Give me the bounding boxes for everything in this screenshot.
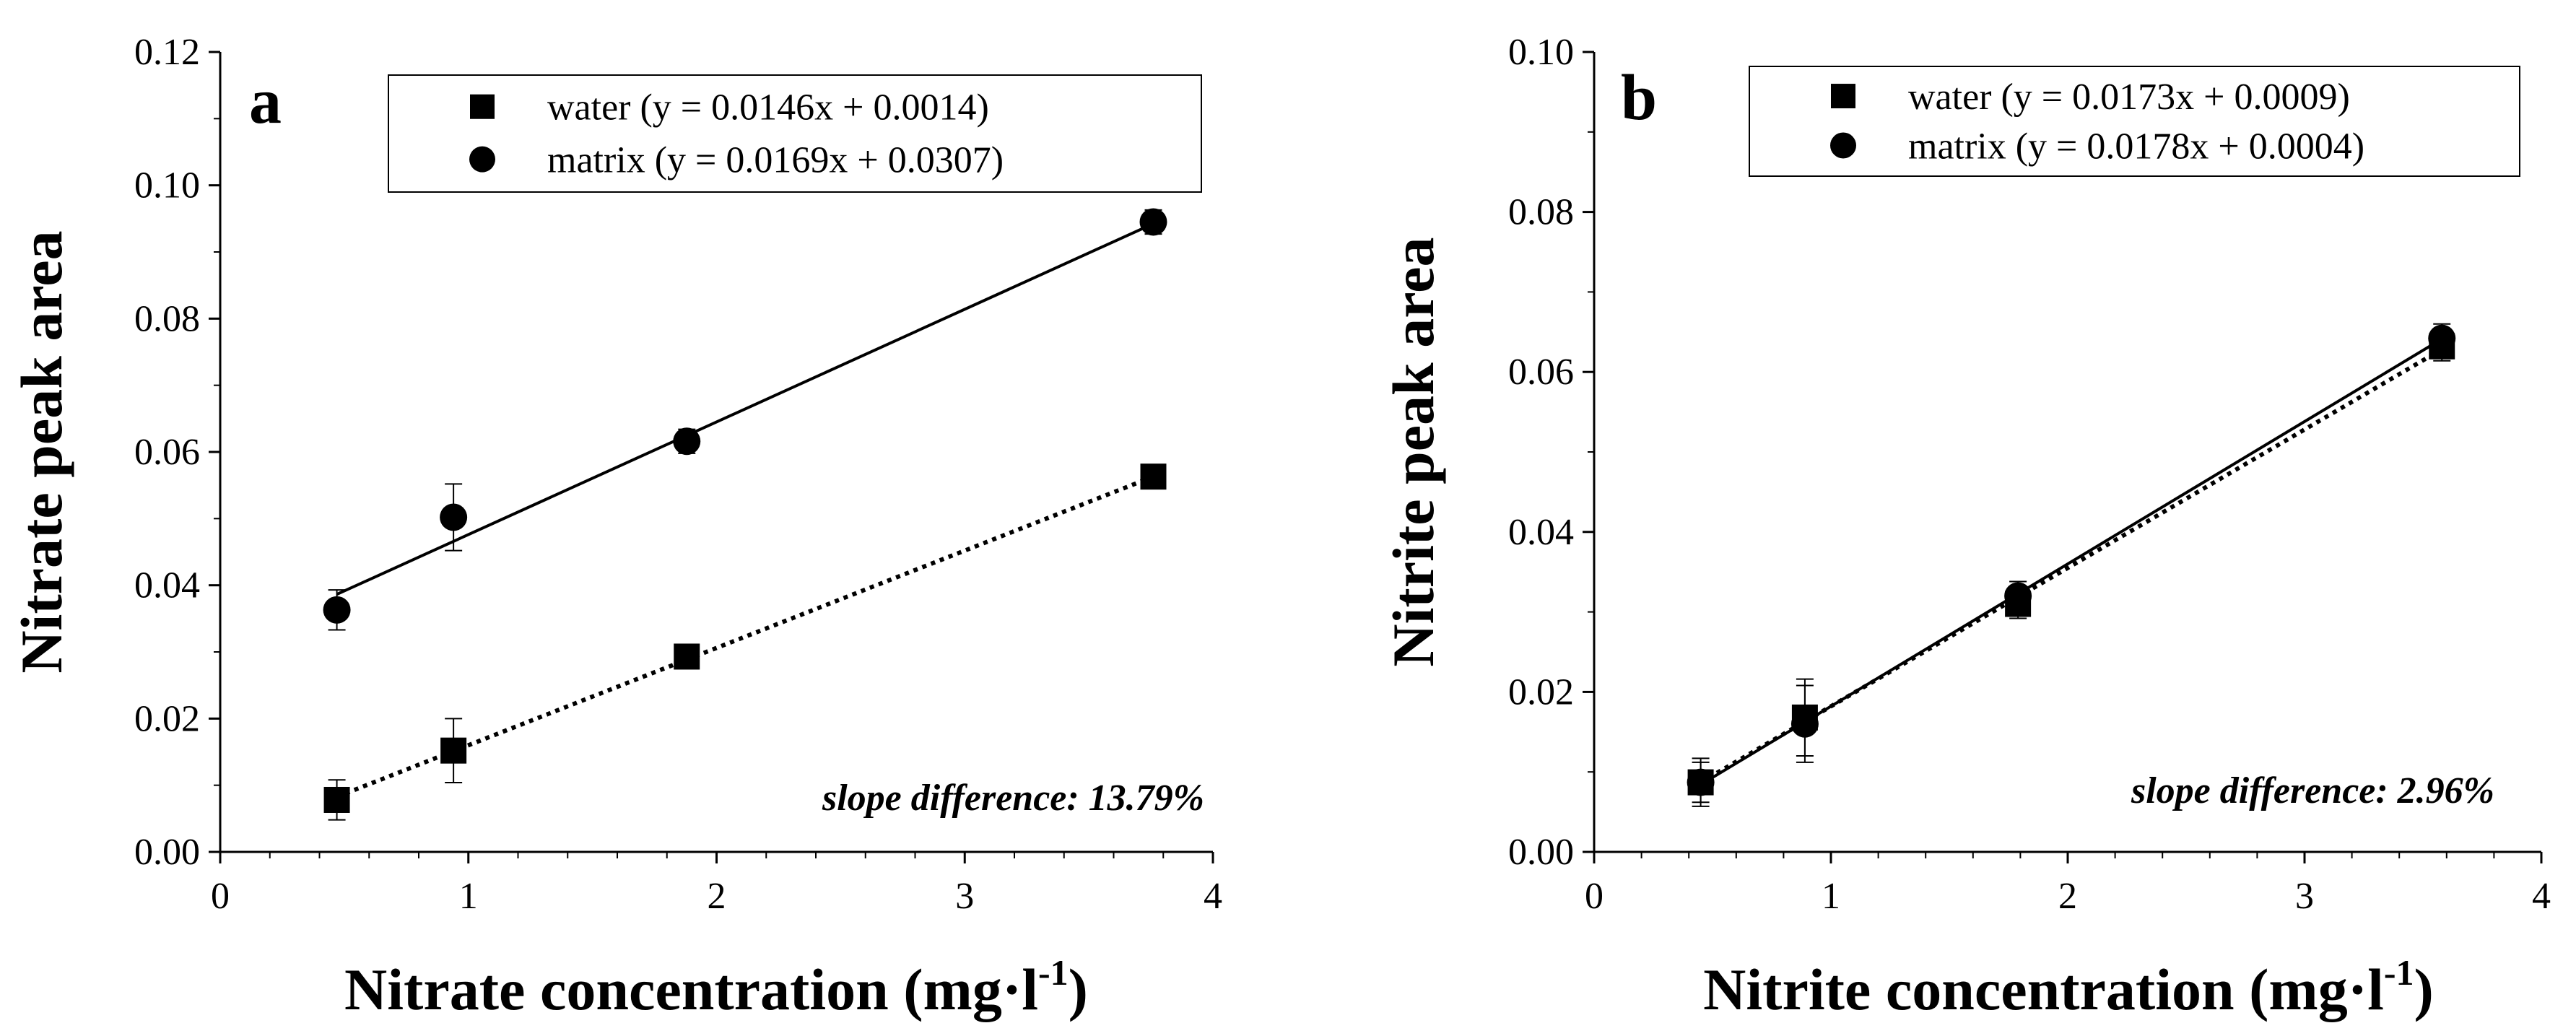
y-tick-label: 0.04: [1508, 512, 1574, 553]
x-axis-title: Nitrate concentration (mg·l-1): [344, 952, 1088, 1022]
x-tick-label: 4: [1204, 876, 1222, 917]
legend-marker-square: [470, 94, 495, 119]
x-axis-title-close: ): [1069, 957, 1088, 1022]
legend-box: [1749, 66, 2520, 177]
legend-marker-circle: [469, 146, 495, 173]
x-tick-label: 2: [708, 876, 726, 917]
y-tick-label: 0.04: [134, 565, 200, 606]
x-axis-title-main: Nitrite concentration (mg·l: [1703, 957, 2384, 1022]
x-tick-label: 4: [2532, 876, 2551, 917]
data-point-circle: [673, 427, 701, 456]
data-point-square: [674, 643, 700, 670]
legend-entry-label: matrix (y = 0.0178x + 0.0004): [1908, 126, 2364, 167]
data-point-circle: [1790, 710, 1819, 738]
y-tick-label: 0.08: [1508, 192, 1574, 233]
y-tick-label: 0.00: [134, 832, 200, 873]
fit-line-circle: [1700, 337, 2443, 786]
legend-marker-square: [1831, 84, 1855, 109]
y-tick-label: 0.10: [1508, 32, 1574, 73]
x-tick-label: 2: [2058, 876, 2077, 917]
y-tick-label: 0.00: [1508, 832, 1574, 873]
y-tick-label: 0.12: [134, 32, 200, 73]
data-point-circle: [2004, 582, 2032, 610]
y-axis-title: Nitrate peak area: [9, 230, 74, 673]
data-point-circle: [2428, 324, 2456, 352]
x-tick-label: 1: [1822, 876, 1840, 917]
x-axis-title-superscript: -1: [2384, 952, 2414, 993]
legend-marker-circle: [1830, 132, 1856, 159]
x-tick-label: 3: [955, 876, 974, 917]
x-tick-label: 0: [211, 876, 230, 917]
legend-box: [388, 74, 1202, 193]
x-tick-label: 1: [459, 876, 478, 917]
panel-letter: b: [1621, 62, 1657, 134]
legend-entry-label: water (y = 0.0146x + 0.0014): [547, 87, 989, 129]
chart-panel-b: 0.00 0.02 0.04 0.06 0.08 0.10 0 1 2 3 4 Nitrite pea…: [1380, 32, 2551, 1022]
y-tick-label: 0.02: [134, 698, 200, 739]
data-point-square: [440, 737, 467, 764]
x-tick-label: 3: [2295, 876, 2314, 917]
y-tick-label: 0.06: [1508, 352, 1574, 393]
data-point-square: [1140, 463, 1167, 490]
x-axis-title: Nitrite concentration (mg·l-1): [1703, 952, 2434, 1022]
fit-line-circle: [336, 222, 1154, 596]
y-tick-label: 0.08: [134, 298, 200, 339]
legend-entry-label: water (y = 0.0173x + 0.0009): [1908, 77, 2350, 118]
y-tick-label: 0.06: [134, 432, 200, 473]
x-axis-title-close: ): [2414, 957, 2434, 1022]
y-tick-label: 0.10: [134, 165, 200, 206]
data-point-circle: [440, 503, 468, 531]
panel-letter: a: [249, 66, 282, 137]
y-tick-label: 0.02: [1508, 671, 1574, 713]
legend-entry-label: matrix (y = 0.0169x + 0.0307): [547, 140, 1004, 181]
x-axis-title-superscript: -1: [1038, 952, 1069, 993]
chart-panel-a: 0.00 0.02 0.04 0.06 0.08 0.10 0.12 0 1 2 3 4 Nitrate…: [9, 32, 1222, 1022]
data-point-circle: [1687, 768, 1715, 796]
data-point-circle: [323, 596, 351, 624]
y-axis-title: Nitrite peak area: [1380, 237, 1446, 666]
slope-difference-annotation: slope difference: 2.96%: [2131, 770, 2494, 811]
data-point-square: [323, 786, 350, 813]
slope-difference-annotation: slope difference: 13.79%: [822, 778, 1204, 819]
x-axis-title-main: Nitrate concentration (mg·l: [344, 957, 1038, 1022]
data-point-circle: [1139, 208, 1167, 236]
x-tick-label: 0: [1585, 876, 1604, 917]
